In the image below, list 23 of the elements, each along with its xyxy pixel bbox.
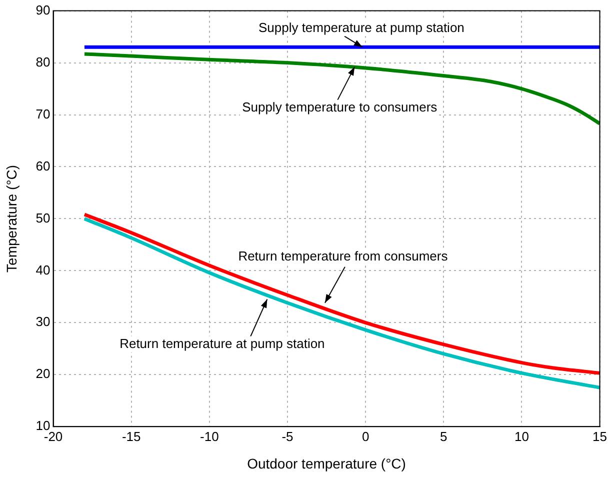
y-tick-label: 90 — [36, 2, 50, 18]
y-axis-title: Temperature (°C) — [3, 164, 20, 272]
y-tick-label: 20 — [36, 366, 50, 382]
x-tick-label: 5 — [440, 428, 448, 444]
y-tick-label: 50 — [36, 210, 50, 226]
annotation: Supply temperature at pump station — [258, 20, 464, 35]
x-tick-label: -5 — [282, 428, 294, 444]
x-tick-label: -15 — [122, 428, 141, 444]
annotation: Return temperature from consumers — [238, 248, 448, 264]
annotation: Supply temperature to consumers — [242, 100, 438, 115]
y-tick-label: 40 — [36, 262, 50, 278]
x-tick-label: 10 — [514, 428, 529, 444]
x-axis-title: Outdoor temperature (°C) — [247, 455, 406, 472]
line-series — [82, 52, 600, 126]
annotation: Return temperature at pump station — [120, 336, 325, 351]
y-tick-label: 70 — [36, 106, 50, 122]
y-tick-label: 60 — [36, 158, 50, 174]
x-tick-label: -10 — [200, 428, 219, 444]
y-tick-label: 10 — [36, 418, 50, 434]
x-tick-label: 0 — [362, 428, 370, 444]
y-tick-label: 80 — [36, 54, 50, 70]
y-tick-label: 30 — [36, 314, 50, 330]
x-tick-label: 15 — [592, 428, 608, 444]
